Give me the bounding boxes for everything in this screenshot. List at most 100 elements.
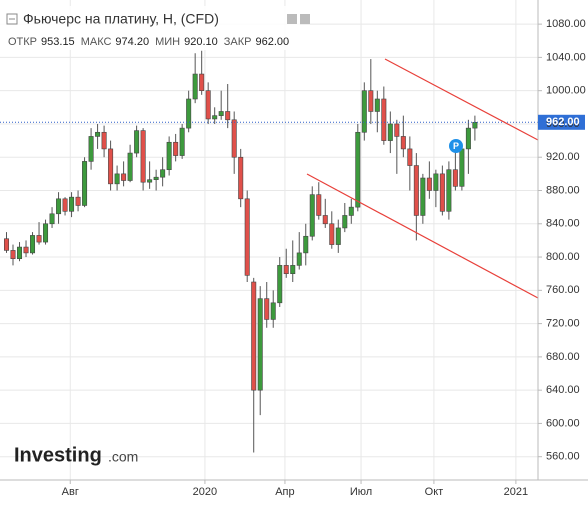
candle-body: [329, 223, 335, 245]
candle-body: [472, 121, 478, 129]
candle-body: [17, 246, 23, 260]
header-bg: [0, 6, 300, 50]
y-tick-label: 1040.00: [546, 51, 586, 63]
stat-label: МАКС: [81, 36, 112, 48]
candle-body: [43, 223, 49, 243]
candle-body: [374, 98, 380, 112]
candle-body: [348, 206, 354, 216]
candle-body: [231, 119, 237, 158]
candle-body: [121, 173, 127, 181]
y-tick-label: 920.00: [546, 151, 580, 163]
stat-label: МИН: [155, 36, 180, 48]
candle-body: [36, 235, 42, 243]
logo-brand: Investing: [14, 444, 102, 466]
candle-body: [316, 194, 322, 216]
candle-body: [439, 173, 445, 212]
candle-body: [75, 196, 81, 206]
trend-line: [384, 58, 539, 141]
stats: ОТКР 953.15 МАКС 974.20 МИН 920.10 ЗАКР 962.00: [8, 36, 289, 48]
stat-value: 920.10: [184, 36, 218, 48]
candle-body: [62, 198, 68, 212]
y-tick-label: 960.00: [546, 118, 580, 130]
candle-body: [342, 215, 348, 229]
candle-body: [394, 123, 400, 137]
candle-body: [400, 136, 406, 150]
y-tick-label: 680.00: [546, 351, 580, 363]
candle-body: [212, 115, 218, 120]
y-tick-label: 840.00: [546, 218, 580, 230]
x-tick-label: Окт: [425, 486, 444, 498]
candle-body: [134, 130, 140, 154]
last-price-box: [538, 114, 585, 130]
candle-body: [114, 173, 120, 185]
candle-body: [179, 127, 185, 156]
candle-body: [160, 169, 166, 178]
settings-icon[interactable]: [287, 14, 297, 24]
candle-body: [140, 130, 146, 183]
settings-icon[interactable]: [300, 14, 310, 24]
candle-body: [69, 196, 75, 212]
candle-body: [322, 215, 328, 225]
candle-body: [368, 90, 374, 112]
candle-body: [218, 111, 224, 116]
event-marker[interactable]: [449, 139, 463, 153]
stat-value: 962.00: [255, 36, 289, 48]
candle-body: [433, 173, 439, 191]
candle-body: [238, 156, 244, 200]
candle-body: [296, 252, 302, 266]
stat-value: 953.15: [41, 36, 75, 48]
candle-body: [82, 161, 88, 206]
candle-body: [88, 136, 94, 162]
last-price-label: 962.00: [546, 116, 580, 128]
y-tick-label: 1000.00: [546, 85, 586, 97]
x-tick-label: Июл: [350, 486, 372, 498]
candle-body: [23, 246, 29, 254]
chart-title: Фьючерс на платину, H, (CFD): [23, 11, 219, 27]
candle-body: [4, 238, 10, 251]
candle-body: [335, 227, 341, 245]
candle-body: [303, 235, 309, 254]
collapse-icon[interactable]: [6, 13, 18, 25]
candle-body: [56, 198, 62, 215]
y-tick-label: 880.00: [546, 184, 580, 196]
y-tick-label: 560.00: [546, 451, 580, 463]
x-tick-label: Авг: [62, 486, 79, 498]
candle-body: [192, 73, 198, 100]
candle-body: [147, 179, 153, 183]
candle-body: [446, 169, 452, 212]
y-tick-label: 640.00: [546, 384, 580, 396]
candle-body: [10, 250, 16, 260]
candle-body: [387, 123, 393, 141]
y-tick-label: 760.00: [546, 284, 580, 296]
trend-line: [306, 173, 539, 299]
candle-body: [426, 177, 432, 191]
candle-body: [355, 131, 361, 208]
x-tick-label: 2020: [193, 486, 217, 498]
y-tick-label: 720.00: [546, 318, 580, 330]
candle-body: [283, 265, 289, 274]
stat-value: 974.20: [115, 36, 149, 48]
y-tick-label: 800.00: [546, 251, 580, 263]
candle-body: [309, 194, 315, 237]
candles: [0, 50, 538, 453]
x-tick-label: Апр: [275, 486, 294, 498]
candle-body: [186, 98, 192, 129]
candle-body: [277, 265, 283, 304]
candle-body: [452, 169, 458, 187]
event-marker-label: P: [453, 141, 459, 151]
candle-body: [264, 298, 270, 320]
candle-body: [407, 148, 413, 166]
candle-body: [199, 73, 205, 91]
candle-body: [173, 141, 179, 156]
candle-body: [420, 177, 426, 216]
candle-body: [381, 98, 387, 141]
stat-label: ЗАКР: [224, 36, 252, 48]
candle-body: [166, 141, 172, 171]
candle-body: [465, 127, 471, 150]
candle-body: [95, 131, 101, 137]
candle-body: [459, 148, 465, 187]
candle-body: [244, 198, 250, 276]
candle-body: [225, 111, 231, 121]
